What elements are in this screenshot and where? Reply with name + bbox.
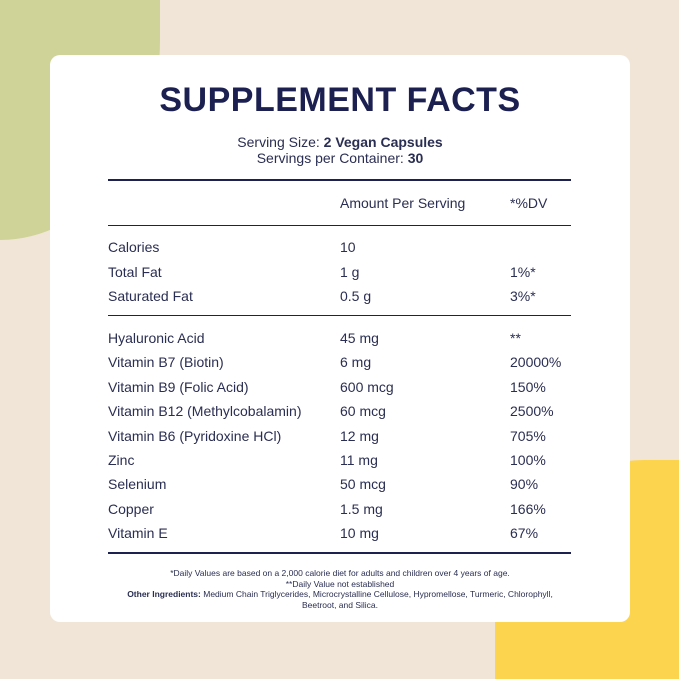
page-title: SUPPLEMENT FACTS [159, 81, 521, 119]
divider-top [108, 179, 571, 181]
nutrient-amount: 1.5 mg [340, 500, 383, 517]
table-row: Calories 10 [108, 239, 571, 257]
nutrient-name: Vitamin B7 (Biotin) [108, 354, 224, 371]
table-row: Vitamin B12 (Methylcobalamin) 60 mcg 2500% [108, 403, 571, 421]
nutrient-name: Vitamin B12 (Methylcobalamin) [108, 403, 302, 420]
serving-size-label: Serving Size: [237, 134, 320, 150]
nutrient-dv: 100% [510, 452, 546, 468]
other-ingredients-label: Other Ingredients: [127, 589, 201, 599]
nutrient-dv: 20000% [510, 354, 562, 371]
nutrient-name: Copper [108, 500, 154, 517]
nutrient-dv: 90% [510, 476, 539, 493]
nutrient-name: Zinc [108, 452, 135, 468]
footnote-not-established: **Daily Value not established [285, 578, 395, 589]
nutrient-amount: 0.5 g [340, 288, 372, 304]
nutrient-amount: 6 mg [340, 354, 372, 371]
table-row: Selenium 50 mcg 90% [108, 476, 571, 494]
nutrient-name: Total Fat [108, 263, 162, 280]
divider-bottom [108, 552, 571, 554]
table-header: Amount Per Serving *%DV [108, 195, 571, 213]
nutrient-amount: 11 mg [340, 452, 378, 468]
nutrient-amount: 50 mcg [340, 476, 386, 493]
nutrient-name: Selenium [108, 476, 167, 493]
nutrient-amount: 12 mg [340, 427, 379, 444]
other-ingredients-text: Medium Chain Triglycerides, Microcrystal… [203, 589, 553, 610]
servings-per-container-label: Servings per Container: [256, 150, 404, 166]
nutrient-name: Hyaluronic Acid [108, 330, 205, 346]
table-row: Total Fat 1 g 1%* [108, 264, 571, 282]
nutrient-name: Vitamin B6 (Pyridoxine HCl) [108, 427, 282, 444]
footnotes: *Daily Values are based on a 2,000 calor… [110, 568, 570, 610]
footnote-daily-values: *Daily Values are based on a 2,000 calor… [170, 568, 510, 578]
nutrient-dv: ** [510, 330, 521, 346]
nutrient-dv: 705% [510, 427, 546, 444]
nutrient-dv: 3%* [510, 288, 536, 304]
table-row: Zinc 11 mg 100% [108, 452, 571, 470]
servings-per-container-value: 30 [407, 150, 424, 166]
nutrient-amount: 10 mg [340, 525, 379, 542]
divider [108, 225, 571, 226]
nutrient-amount: 60 mcg [340, 403, 386, 420]
nutrient-name: Calories [108, 239, 160, 255]
nutrient-name: Vitamin E [108, 525, 168, 542]
table-row: Vitamin B6 (Pyridoxine HCl) 12 mg 705% [108, 428, 571, 446]
supplement-facts-card: SUPPLEMENT FACTS Serving Size: 2 Vegan C… [50, 55, 630, 622]
nutrient-amount: 45 mg [340, 330, 379, 346]
nutrient-dv: 150% [510, 378, 546, 395]
table-row: Saturated Fat 0.5 g 3%* [108, 288, 571, 306]
nutrient-dv: 67% [510, 525, 539, 542]
nutrient-name: Vitamin B9 (Folic Acid) [108, 378, 249, 395]
nutrient-dv: 166% [510, 500, 546, 517]
divider [108, 315, 571, 316]
table-row: Vitamin B9 (Folic Acid) 600 mcg 150% [108, 379, 571, 397]
amount-header: Amount Per Serving [340, 195, 466, 211]
nutrient-amount: 10 [340, 239, 356, 255]
nutrient-dv: 2500% [510, 403, 554, 420]
dv-header: *%DV [510, 195, 548, 211]
table-row: Hyaluronic Acid 45 mg ** [108, 330, 571, 348]
table-row: Vitamin E 10 mg 67% [108, 525, 571, 543]
table-row: Vitamin B7 (Biotin) 6 mg 20000% [108, 354, 571, 372]
table-row: Copper 1.5 mg 166% [108, 501, 571, 519]
serving-size-value: 2 Vegan Capsules [323, 134, 443, 150]
serving-info: Serving Size: 2 Vegan Capsules Servings … [50, 134, 630, 166]
nutrient-amount: 600 mcg [340, 378, 394, 395]
nutrient-name: Saturated Fat [108, 288, 193, 304]
nutrient-amount: 1 g [340, 263, 360, 280]
nutrient-dv: 1%* [510, 263, 536, 280]
